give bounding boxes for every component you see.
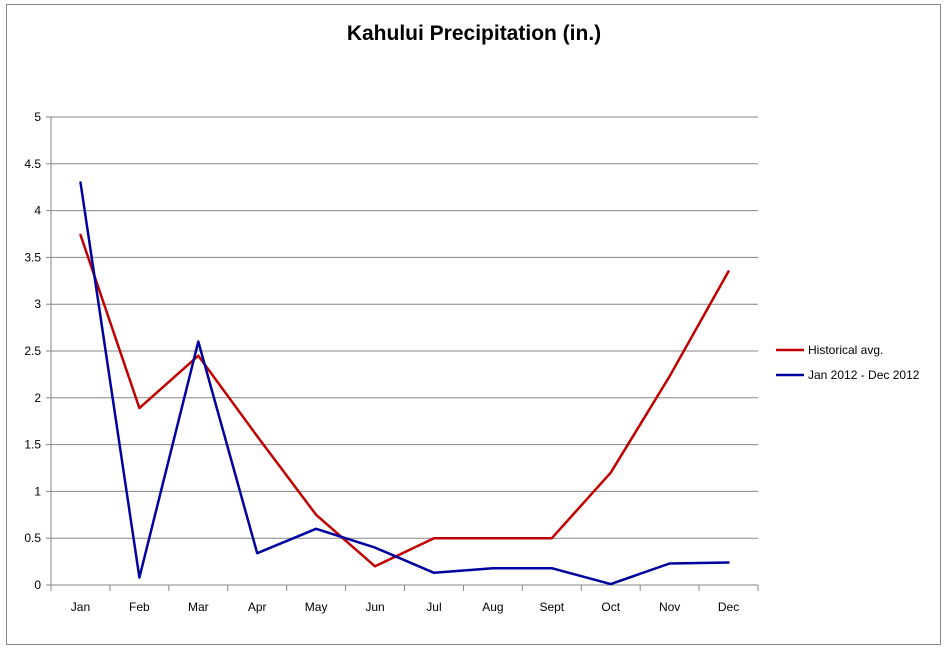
series-lines [79,181,730,586]
legend: Historical avg. Jan 2012 - Dec 2012 [776,343,920,382]
y-tick-label: 3.5 [24,250,41,264]
series-line-2 [79,181,730,586]
x-tick-label: Dec [718,600,739,614]
y-tick-label: 1 [34,484,41,498]
x-tick-label: Jul [426,600,441,614]
y-tick-label: 5 [34,110,41,124]
legend-label: Jan 2012 - Dec 2012 [808,368,920,382]
x-tick-label: Sept [539,600,564,614]
x-tick-label: Jan [71,600,90,614]
chart-title: Kahului Precipitation (in.) [346,22,602,45]
y-tick-label: 2.5 [24,344,41,358]
y-tick-label: 4 [34,204,41,218]
legend-label: Historical avg. [808,343,883,357]
series-line-1 [79,233,730,568]
axes [46,116,759,591]
x-tick-label: Nov [659,600,680,614]
gridlines [51,116,758,539]
x-tick-label: Oct [601,600,620,614]
x-tick-label: May [305,600,328,614]
x-axis-tick-labels: Jan Feb Mar Apr May Jun Jul Aug Sept Oct Nov Dec [71,600,739,614]
y-axis-tick-labels: 0 0.5 1 1.5 2 2.5 3 3.5 4 4.5 5 [24,110,41,592]
x-tick-label: Feb [129,600,150,614]
y-tick-label: 3 [34,297,41,311]
y-tick-label: 0.5 [24,531,41,545]
x-tick-label: Jun [365,600,384,614]
y-tick-label: 2 [34,391,41,405]
x-tick-label: Apr [248,600,267,614]
x-tick-label: Aug [482,600,503,614]
x-tick-label: Mar [188,600,209,614]
y-tick-label: 4.5 [24,157,41,171]
y-tick-label: 1.5 [24,438,41,452]
y-tick-label: 0 [34,578,41,592]
